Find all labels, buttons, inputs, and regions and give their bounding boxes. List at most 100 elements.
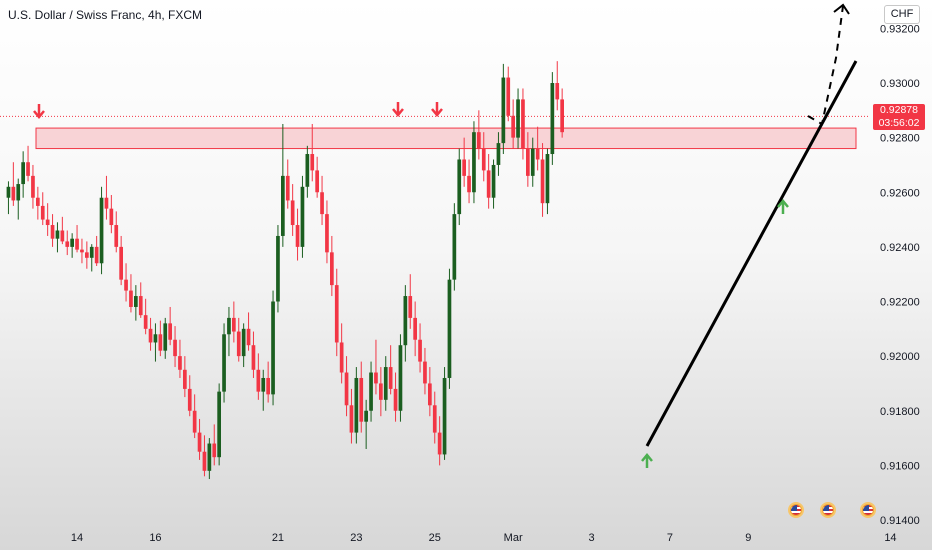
up-arrow-icon bbox=[641, 453, 653, 468]
candle-body bbox=[325, 214, 329, 253]
price-tick-label: 0.93000 bbox=[880, 78, 920, 90]
candle-body bbox=[55, 230, 60, 239]
candle bbox=[202, 435, 207, 477]
candle-body bbox=[232, 317, 236, 332]
candle bbox=[153, 323, 158, 362]
candle-body bbox=[276, 235, 280, 302]
candle-body bbox=[6, 186, 11, 198]
down-arrow-icon bbox=[33, 104, 45, 119]
candle-body bbox=[212, 443, 217, 458]
candle-body bbox=[315, 170, 319, 193]
candle bbox=[432, 391, 437, 444]
candle-body bbox=[388, 367, 393, 389]
candle-body bbox=[124, 279, 128, 291]
bar-countdown: 03:56:02 bbox=[878, 117, 920, 129]
candle bbox=[344, 356, 349, 417]
time-axis[interactable]: 14 16 21 23 25 Mar 3 7 9 14 bbox=[71, 532, 897, 544]
candle bbox=[545, 148, 550, 215]
candle bbox=[530, 137, 535, 187]
candle bbox=[398, 334, 403, 422]
candle-body bbox=[354, 377, 359, 433]
candle-body bbox=[109, 208, 114, 226]
candle bbox=[271, 290, 275, 406]
candle bbox=[11, 162, 16, 206]
up-arrow-icon bbox=[777, 199, 789, 214]
candle-body bbox=[330, 252, 334, 286]
candle-body bbox=[511, 115, 515, 138]
price-axis[interactable]: 0.93200 0.93000 0.92800 0.92600 0.92400 0.922… bbox=[880, 23, 920, 527]
time-tick-label: 7 bbox=[667, 532, 673, 544]
candle-body bbox=[334, 285, 339, 343]
time-tick-label: 16 bbox=[149, 532, 161, 544]
candle bbox=[45, 203, 50, 236]
candle bbox=[481, 132, 486, 182]
candle bbox=[187, 375, 192, 417]
candle bbox=[163, 317, 168, 359]
candle-body bbox=[26, 162, 30, 176]
us-flag-icon[interactable] bbox=[788, 502, 804, 518]
candle-body bbox=[379, 383, 383, 400]
candle-body bbox=[491, 164, 496, 198]
time-tick-label: 23 bbox=[350, 532, 362, 544]
candle-body bbox=[16, 184, 21, 201]
us-flag-icon[interactable] bbox=[820, 502, 836, 518]
candle bbox=[305, 145, 310, 198]
candle bbox=[452, 203, 457, 291]
price-tick-label: 0.92800 bbox=[880, 133, 920, 145]
candle-body bbox=[408, 296, 413, 318]
candle bbox=[129, 274, 133, 313]
time-tick-label: 14 bbox=[71, 532, 83, 544]
candle-body bbox=[178, 356, 182, 370]
candle bbox=[70, 233, 74, 258]
candle bbox=[227, 306, 231, 357]
candle-body bbox=[266, 377, 270, 395]
candle bbox=[138, 282, 143, 318]
candle-body bbox=[496, 143, 501, 165]
candle-body bbox=[256, 369, 261, 392]
candle bbox=[393, 372, 398, 422]
candle bbox=[383, 356, 388, 411]
candle bbox=[60, 216, 65, 245]
currency-badge[interactable]: CHF bbox=[884, 5, 920, 24]
candle bbox=[178, 339, 182, 378]
candle bbox=[134, 285, 138, 321]
candle bbox=[99, 186, 104, 275]
candle bbox=[472, 121, 476, 204]
candle bbox=[119, 235, 123, 286]
candle bbox=[16, 178, 21, 220]
us-flag-icon[interactable] bbox=[860, 502, 876, 518]
down-arrow-icon bbox=[392, 102, 404, 117]
candle-body bbox=[477, 132, 481, 149]
candle-body bbox=[349, 405, 354, 433]
candle-body bbox=[447, 279, 452, 378]
candle bbox=[197, 418, 202, 460]
candle bbox=[408, 274, 413, 329]
candle-body bbox=[285, 175, 290, 201]
candle-body bbox=[168, 323, 172, 340]
candle-body bbox=[227, 317, 231, 335]
candle-body bbox=[148, 328, 153, 343]
candle bbox=[330, 235, 334, 297]
candle-body bbox=[202, 451, 207, 471]
candle-body bbox=[217, 391, 221, 458]
candle-body bbox=[143, 315, 148, 329]
candle bbox=[124, 263, 128, 302]
candle bbox=[374, 339, 378, 395]
candle bbox=[447, 268, 452, 389]
candle bbox=[183, 356, 187, 398]
candle-body bbox=[207, 443, 212, 471]
candle bbox=[486, 154, 491, 209]
price-tick-label: 0.92200 bbox=[880, 297, 920, 309]
time-tick-label: 25 bbox=[429, 532, 441, 544]
candle-body bbox=[134, 296, 138, 307]
candle-body bbox=[236, 331, 241, 357]
candle-body bbox=[158, 334, 163, 351]
price-tick-label: 0.93200 bbox=[880, 23, 920, 35]
candle bbox=[256, 353, 261, 400]
candle bbox=[290, 184, 295, 236]
candle bbox=[261, 369, 266, 411]
candle-body bbox=[31, 175, 35, 198]
candle bbox=[80, 238, 84, 264]
last-price-tag: 0.92878 03:56:02 bbox=[873, 104, 925, 130]
